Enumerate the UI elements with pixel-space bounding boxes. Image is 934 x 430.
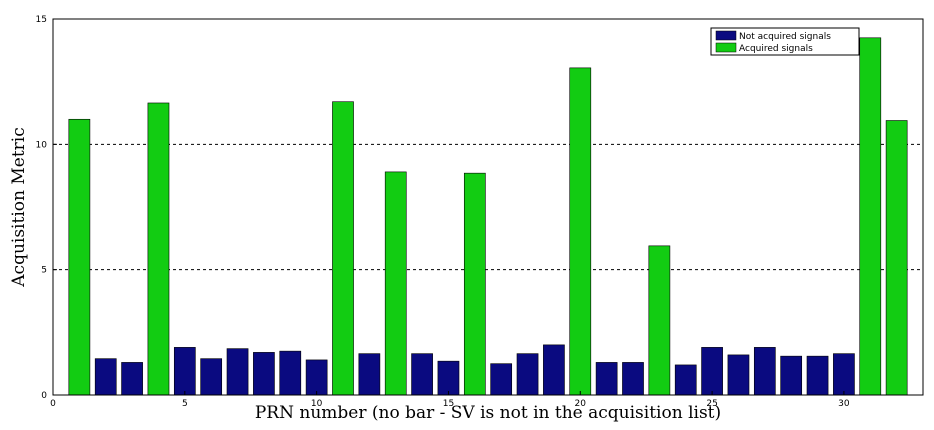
not-acquired-bar-prn-14 bbox=[411, 353, 433, 396]
not-acquired-bar-prn-18 bbox=[516, 353, 539, 396]
not-acquired-bar-prn-9 bbox=[279, 350, 302, 396]
acquired-bar-prn-23 bbox=[648, 245, 671, 396]
grid-lines bbox=[53, 143, 923, 271]
not-acquired-bar-prn-6 bbox=[200, 358, 223, 396]
y-tick-label: 15 bbox=[36, 15, 47, 25]
x-tick-label: 30 bbox=[838, 399, 850, 409]
not-acquired-bar-prn-25 bbox=[701, 347, 723, 396]
x-tick-label: 10 bbox=[311, 399, 323, 409]
acquired-bar-prn-16 bbox=[463, 172, 486, 396]
not-acquired-bar-prn-8 bbox=[253, 352, 275, 396]
x-axis-label: PRN number (no bar - SV is not in the ac… bbox=[255, 403, 721, 423]
not-acquired-bar-prn-27 bbox=[753, 347, 776, 396]
axis-ticks: 0 5 10 15 20 25 30 0 5 10 15 bbox=[36, 15, 850, 409]
acquired-bar-prn-11 bbox=[332, 101, 354, 396]
legend: Not acquired signals Acquired signals bbox=[710, 27, 860, 56]
acquired-bar-prn-31 bbox=[859, 37, 882, 396]
not-acquired-bar-prn-5 bbox=[173, 347, 196, 396]
x-tick-label: 0 bbox=[50, 399, 56, 409]
x-tick-label: 20 bbox=[575, 399, 587, 409]
acquired-bar-prn-20 bbox=[569, 67, 592, 396]
not-acquired-bar-prn-7 bbox=[226, 348, 249, 396]
not-acquired-bar-prn-21 bbox=[595, 362, 618, 396]
not-acquired-bar-prn-29 bbox=[806, 355, 829, 396]
not-acquired-bar-prn-17 bbox=[490, 363, 513, 396]
bars bbox=[68, 37, 908, 396]
not-acquired-bar-prn-10 bbox=[305, 359, 328, 396]
legend-swatch-not-acquired bbox=[715, 30, 737, 41]
x-tick-label: 15 bbox=[443, 399, 454, 409]
legend-label-acquired: Acquired signals bbox=[739, 44, 813, 54]
not-acquired-bar-prn-26 bbox=[727, 354, 750, 396]
not-acquired-bar-prn-24 bbox=[674, 364, 697, 396]
x-tick-label: 5 bbox=[182, 399, 188, 409]
not-acquired-bar-prn-2 bbox=[94, 358, 117, 396]
x-tick-label: 25 bbox=[706, 399, 717, 409]
not-acquired-bar-prn-28 bbox=[780, 355, 803, 396]
y-axis-label: Acquisition Metric bbox=[9, 127, 29, 287]
y-tick-label: 10 bbox=[36, 140, 48, 150]
acquired-bar-prn-13 bbox=[384, 171, 407, 396]
axes-frame bbox=[52, 18, 924, 396]
acquired-bar-prn-4 bbox=[147, 102, 170, 396]
not-acquired-bar-prn-22 bbox=[622, 362, 644, 396]
legend-swatch-acquired bbox=[715, 42, 737, 53]
not-acquired-bar-prn-30 bbox=[833, 353, 855, 396]
y-tick-label: 0 bbox=[41, 391, 47, 401]
not-acquired-bar-prn-3 bbox=[121, 362, 143, 396]
not-acquired-bar-prn-19 bbox=[543, 344, 565, 396]
not-acquired-bar-prn-12 bbox=[358, 353, 381, 396]
y-tick-label: 5 bbox=[41, 266, 47, 276]
legend-label-not-acquired: Not acquired signals bbox=[739, 32, 831, 42]
not-acquired-bar-prn-15 bbox=[437, 360, 460, 396]
acquired-bar-prn-1 bbox=[68, 118, 91, 396]
acquired-bar-prn-32 bbox=[885, 120, 908, 396]
